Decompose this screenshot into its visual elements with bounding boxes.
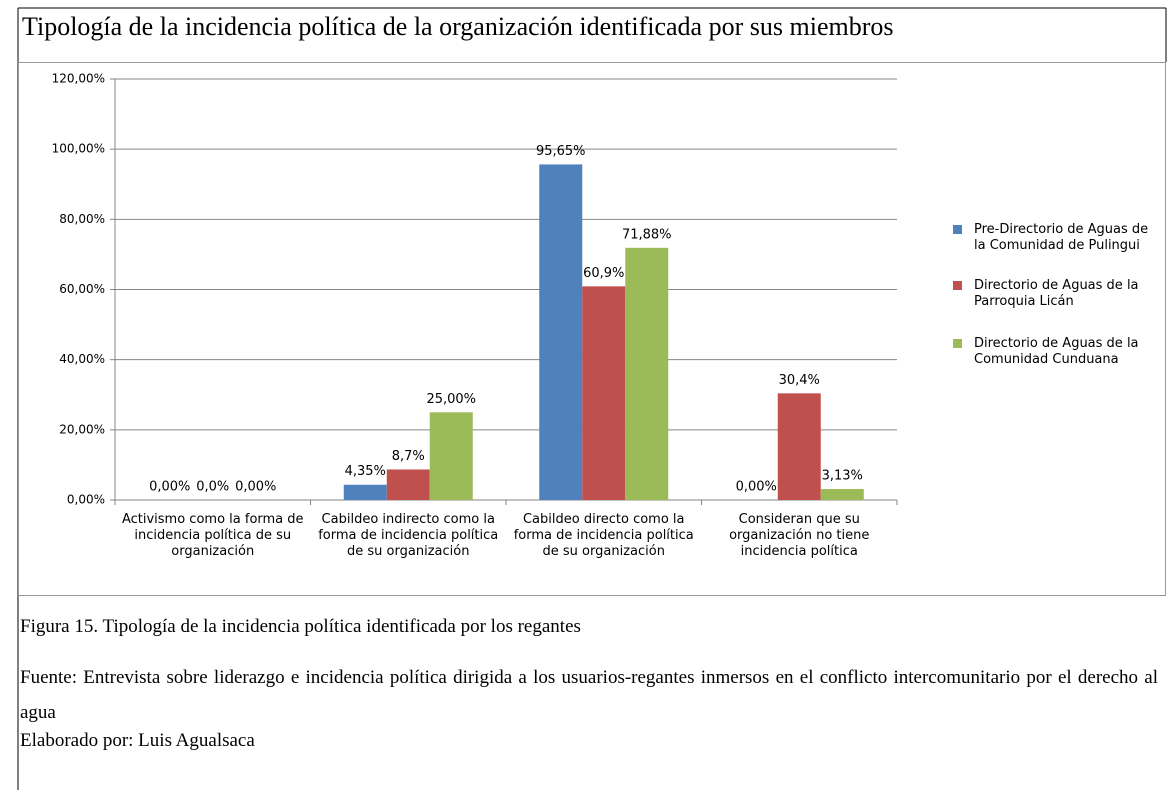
y-tick-label: 20,00% [59,422,105,436]
legend-swatch [953,339,962,348]
y-tick-label: 120,00% [52,72,105,86]
y-tick-label: 80,00% [59,212,105,226]
data-label: 8,7% [392,449,425,464]
figure-caption: Figura 15. Tipología de la incidencia po… [20,616,581,637]
legend-label: Directorio de Aguas de la Comunidad Cund… [974,336,1139,367]
data-label: 25,00% [426,392,476,407]
y-tick-label: 40,00% [59,352,105,366]
author: Elaborado por: Luis Agualsaca [20,730,255,751]
x-tick-label: Cabildeo directo como la forma de incide… [513,512,694,559]
bar [820,489,864,500]
bar [343,484,387,500]
bar [386,469,430,500]
bar [539,164,583,500]
legend-label: Directorio de Aguas de la Parroquia Licá… [974,278,1139,309]
legend-swatch [953,225,962,234]
bar [582,286,626,500]
data-label: 30,4% [779,373,820,388]
x-tick-label: Activismo como la forma de incidencia po… [121,512,304,559]
source: Fuente: Entrevista sobre liderazgo e inc… [20,667,1158,723]
data-label: 0,00% [235,480,276,495]
legend-label: Pre-Directorio de Aguas de la Comunidad … [974,222,1149,253]
x-tick-label: Cabildeo indirecto como la forma de inci… [318,512,499,559]
y-tick-label: 100,00% [52,142,105,156]
y-tick-label: 60,00% [59,282,105,296]
data-label: 3,13% [822,469,863,484]
data-label: 95,65% [536,144,586,159]
legend-swatch [953,281,962,290]
data-label: 60,9% [583,266,624,281]
chart-box [18,62,1166,596]
bar [625,247,669,500]
data-label: 0,00% [736,480,777,495]
data-label: 71,88% [622,227,672,242]
chart-title: Tipología de la incidencia política de l… [22,12,894,41]
y-tick-label: 0,00% [67,493,105,507]
bar [777,393,821,500]
data-label: 0,0% [196,480,229,495]
data-label: 0,00% [149,480,190,495]
data-label: 4,35% [345,464,386,479]
bar [429,412,473,500]
x-tick-label: Consideran que su organización no tiene … [729,512,870,559]
